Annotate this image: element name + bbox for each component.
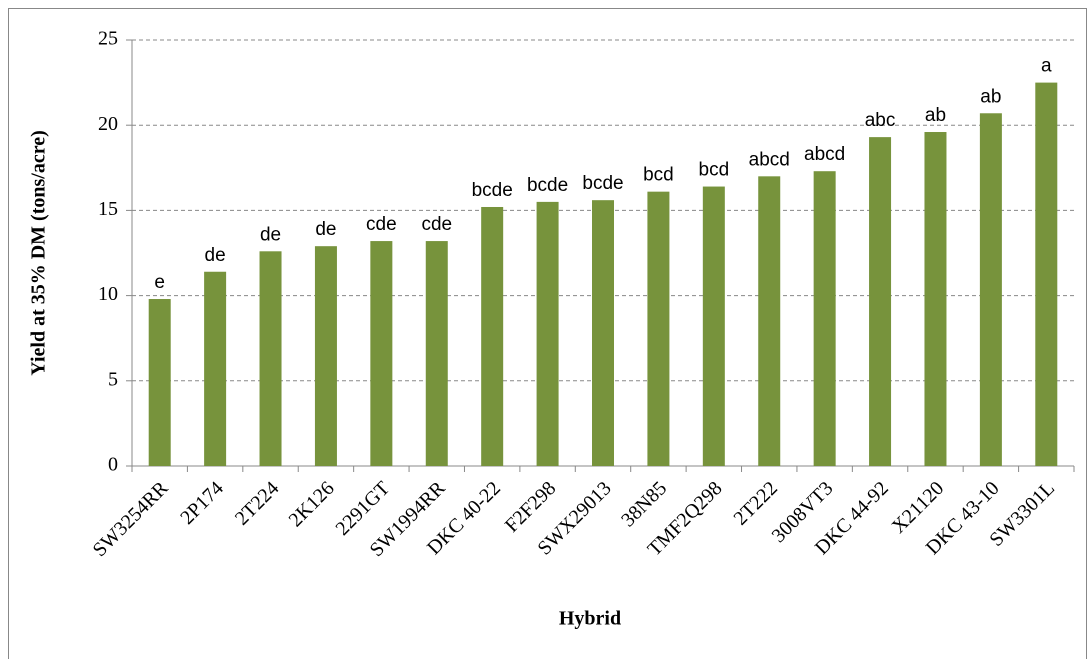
bar (813, 171, 836, 466)
bar (924, 132, 947, 467)
annotation: bcd (643, 165, 674, 186)
bar (314, 246, 337, 466)
y-tick-label: 20 (98, 113, 118, 135)
x-tick-label: 38N85 (617, 477, 671, 531)
bar (979, 113, 1002, 466)
annotation: bcd (699, 160, 730, 181)
y-tick-label: 5 (108, 368, 118, 390)
bar (259, 251, 282, 466)
annotation: bcde (472, 180, 513, 201)
x-axis-title: Hybrid (559, 608, 621, 630)
chart-frame (8, 8, 1087, 659)
annotation: de (205, 245, 226, 266)
y-axis-title: Yield at 35% DM (tons/acre) (28, 130, 50, 376)
y-tick-label: 25 (98, 28, 118, 50)
annotation: cde (366, 214, 397, 235)
y-tick-label: 10 (98, 283, 118, 305)
x-tick-label: SW3254RR (89, 477, 173, 561)
bar (148, 299, 171, 466)
annotation: ab (925, 105, 946, 126)
annotation: abcd (804, 144, 845, 165)
annotation: a (1041, 56, 1052, 77)
y-tick-label: 0 (108, 454, 118, 476)
annotation: cde (421, 214, 452, 235)
bar (536, 201, 559, 466)
bar (758, 176, 781, 466)
x-tick-label: 2P174 (176, 477, 228, 529)
annotation: bcde (527, 175, 568, 196)
bar (370, 241, 393, 466)
y-tick-label: 15 (98, 198, 118, 220)
bar (1035, 82, 1058, 466)
bar (647, 191, 670, 466)
annotation: de (315, 219, 336, 240)
bar (481, 206, 504, 466)
x-tick-label: 2T224 (231, 477, 283, 529)
bar (869, 137, 892, 467)
annotation: abc (865, 110, 896, 131)
annotation: ab (980, 86, 1001, 107)
annotation: e (154, 272, 165, 293)
x-tick-label: 2K126 (285, 477, 339, 531)
annotation: abcd (749, 149, 790, 170)
annotation: bcde (582, 173, 623, 194)
annotation: de (260, 224, 281, 245)
bar (204, 271, 227, 466)
bar (702, 186, 725, 466)
bar (592, 200, 614, 466)
bar (425, 241, 448, 466)
x-tick-label: 2T222 (730, 477, 782, 529)
